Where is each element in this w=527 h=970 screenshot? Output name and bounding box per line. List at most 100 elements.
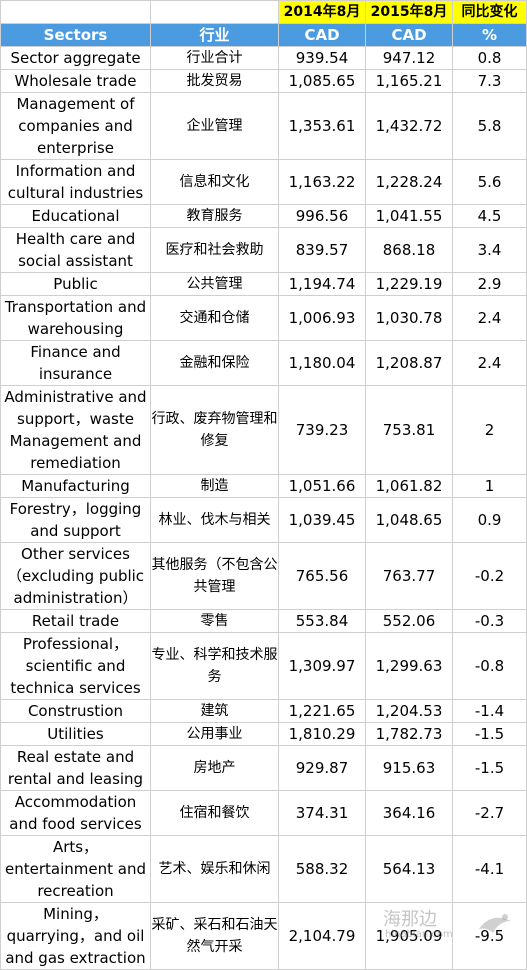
value-2015: 1,061.82 — [365, 474, 453, 498]
table-row: Educational 教育服务 996.56 1,041.55 4.5 — [0, 204, 527, 228]
value-2014: 1,180.04 — [278, 340, 366, 386]
change-pct: -1.4 — [452, 699, 527, 723]
table-row: Other services（excluding public administ… — [0, 542, 527, 610]
sector-zh: 交通和仓储 — [150, 295, 279, 341]
sector-en: Other services（excluding public administ… — [0, 542, 151, 610]
sector-en: Sector aggregate — [0, 46, 151, 70]
watermark-cn-text: 海那边 — [383, 909, 437, 930]
change-pct: 2.4 — [452, 295, 527, 341]
sector-zh: 金融和保险 — [150, 340, 279, 386]
value-2015: 868.18 — [365, 227, 453, 273]
value-2015: 947.12 — [365, 46, 453, 70]
sector-zh: 建筑 — [150, 699, 279, 723]
bird-logo-icon — [479, 914, 511, 933]
change-pct: 2.4 — [452, 340, 527, 386]
change-pct: -1.5 — [452, 722, 527, 746]
value-2014: 374.31 — [278, 790, 366, 836]
value-2014: 1,051.66 — [278, 474, 366, 498]
table-row: Arts，entertainment and recreation 艺术、娱乐和… — [0, 835, 527, 903]
value-2015: 1,165.21 — [365, 69, 453, 93]
value-2015: 915.63 — [365, 745, 453, 791]
table-row: Retail trade 零售 553.84 552.06 -0.3 — [0, 609, 527, 633]
value-2015: 564.13 — [365, 835, 453, 903]
table-row: Public 公共管理 1,194.74 1,229.19 2.9 — [0, 272, 527, 296]
change-header: 同比变化 — [452, 0, 527, 24]
value-2014: 765.56 — [278, 542, 366, 610]
sector-zh: 信息和文化 — [150, 159, 279, 205]
value-2014: 1,221.65 — [278, 699, 366, 723]
sector-zh: 住宿和餐饮 — [150, 790, 279, 836]
year-2014-header: 2014年8月 — [278, 0, 366, 24]
sector-zh: 林业、伐木与相关 — [150, 497, 279, 543]
sector-en: Real estate and rental and leasing — [0, 745, 151, 791]
sector-en: Accommodation and food services — [0, 790, 151, 836]
sector-en: Educational — [0, 204, 151, 228]
table-row: Wholesale trade 批发贸易 1,085.65 1,165.21 7… — [0, 69, 527, 93]
table-row: Management of companies and enterprise 企… — [0, 92, 527, 160]
change-pct: 0.8 — [452, 46, 527, 70]
change-pct: 7.3 — [452, 69, 527, 93]
value-2014: 553.84 — [278, 609, 366, 633]
sector-zh-header: 行业 — [150, 23, 279, 47]
sector-en: Manufacturing — [0, 474, 151, 498]
value-2014: 996.56 — [278, 204, 366, 228]
value-2014: 2,104.79 — [278, 902, 366, 970]
value-2015: 753.81 — [365, 385, 453, 475]
change-pct: -4.1 — [452, 835, 527, 903]
value-2014: 588.32 — [278, 835, 366, 903]
sector-en: Mining，quarrying，and oil and gas extract… — [0, 902, 151, 970]
table-row: Finance and insurance 金融和保险 1,180.04 1,2… — [0, 340, 527, 386]
table-row: Real estate and rental and leasing 房地产 9… — [0, 745, 527, 791]
table-row: Accommodation and food services 住宿和餐饮 37… — [0, 790, 527, 836]
sector-en: Management of companies and enterprise — [0, 92, 151, 160]
value-2015: 1,299.63 — [365, 632, 453, 700]
table-row: Transportation and warehousing 交通和仓储 1,0… — [0, 295, 527, 341]
unit-2014-header: CAD — [278, 23, 366, 47]
value-2014: 1,353.61 — [278, 92, 366, 160]
value-2014: 839.57 — [278, 227, 366, 273]
table-row: Forestry，logging and support 林业、伐木与相关 1,… — [0, 497, 527, 543]
sector-en: Information and cultural industries — [0, 159, 151, 205]
table-row: Manufacturing 制造 1,051.66 1,061.82 1 — [0, 474, 527, 498]
value-2014: 1,309.97 — [278, 632, 366, 700]
sector-zh: 采矿、采石和石油天然气开采 — [150, 902, 279, 970]
value-2014: 1,194.74 — [278, 272, 366, 296]
value-2014: 739.23 — [278, 385, 366, 475]
change-pct: -1.5 — [452, 745, 527, 791]
value-2014: 1,163.22 — [278, 159, 366, 205]
sector-zh: 制造 — [150, 474, 279, 498]
change-pct: 5.6 — [452, 159, 527, 205]
sector-en: Public — [0, 272, 151, 296]
change-pct: -0.3 — [452, 609, 527, 633]
value-2015: 1,204.53 — [365, 699, 453, 723]
year-2015-header: 2015年8月 — [365, 0, 453, 24]
sector-zh: 企业管理 — [150, 92, 279, 160]
column-header-row: Sectors 行业 CAD CAD % — [0, 23, 527, 47]
sector-zh: 房地产 — [150, 745, 279, 791]
table-row: Information and cultural industries 信息和文… — [0, 159, 527, 205]
change-pct: 2.9 — [452, 272, 527, 296]
change-pct: -0.2 — [452, 542, 527, 610]
table-row: Professional，scientific and technica ser… — [0, 632, 527, 700]
table-row: Utilities 公用事业 1,810.29 1,782.73 -1.5 — [0, 722, 527, 746]
sector-zh: 艺术、娱乐和休闲 — [150, 835, 279, 903]
site-watermark: 海那边 hinabian.com — [375, 903, 525, 947]
sector-zh: 专业、科学和技术服务 — [150, 632, 279, 700]
value-2015: 1,432.72 — [365, 92, 453, 160]
sector-en: Administrative and support，waste Managem… — [0, 385, 151, 475]
change-pct: -0.8 — [452, 632, 527, 700]
value-2015: 1,030.78 — [365, 295, 453, 341]
sector-en: Retail trade — [0, 609, 151, 633]
change-pct: 1 — [452, 474, 527, 498]
change-pct: -2.7 — [452, 790, 527, 836]
value-2014: 1,810.29 — [278, 722, 366, 746]
value-2015: 552.06 — [365, 609, 453, 633]
blank-header-cell — [150, 0, 279, 24]
table-row: Health care and social assistant 医疗和社会救助… — [0, 227, 527, 273]
year-header-row: 2014年8月 2015年8月 同比变化 — [0, 0, 527, 24]
value-2014: 929.87 — [278, 745, 366, 791]
value-2014: 1,039.45 — [278, 497, 366, 543]
value-2014: 1,085.65 — [278, 69, 366, 93]
unit-pct-header: % — [452, 23, 527, 47]
